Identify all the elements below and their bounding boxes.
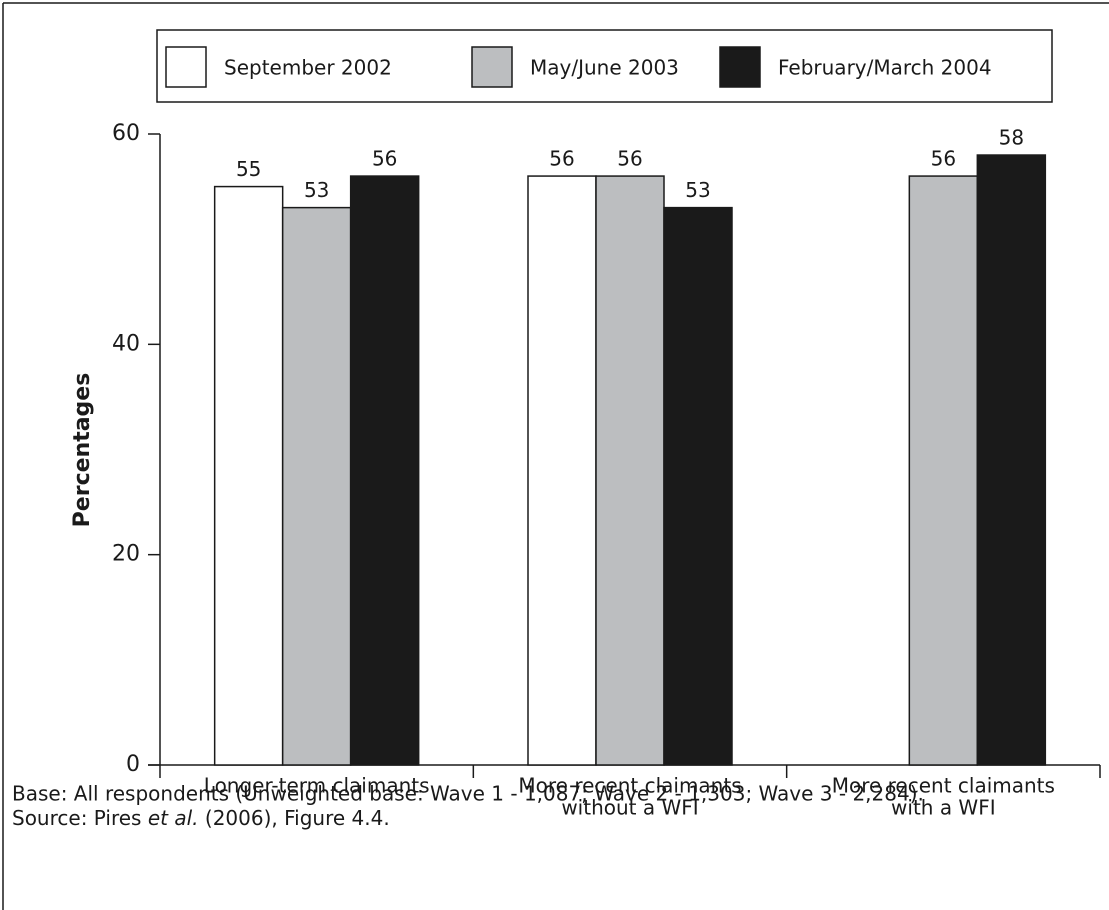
data-label: 53 (304, 178, 329, 202)
data-label: 58 (999, 126, 1024, 150)
data-label: 55 (236, 157, 261, 181)
bar (663, 206, 733, 766)
legend-swatch (719, 46, 761, 88)
data-label: 56 (617, 147, 642, 171)
footnote-part: et al. (148, 806, 199, 830)
y-tick-label: 40 (112, 331, 140, 356)
legend-box (156, 29, 1053, 103)
y-tick-label: 0 (126, 752, 140, 777)
legend-label: September 2002 (224, 56, 392, 80)
footnote-part: Source: Pires (12, 806, 148, 830)
data-label: 53 (685, 178, 710, 202)
legend-swatch (471, 46, 513, 88)
legend-label: May/June 2003 (530, 56, 679, 80)
bar (349, 175, 420, 766)
footnote: Source: Pires et al. (2006), Figure 4.4. (12, 806, 390, 830)
bar (976, 154, 1047, 766)
data-label: 56 (549, 147, 574, 171)
legend-label: February/March 2004 (778, 56, 992, 80)
footnote-part: (2006), Figure 4.4. (199, 806, 390, 830)
bar (281, 206, 352, 766)
bar (908, 175, 979, 766)
data-label: 56 (372, 147, 397, 171)
y-tick-label: 60 (112, 121, 140, 146)
bar (595, 175, 665, 766)
y-tick-label: 20 (112, 542, 140, 567)
x-tick-label: without a WFI (561, 796, 698, 820)
bar (213, 185, 284, 766)
x-tick-label: More recent claimants (832, 774, 1055, 798)
data-label: 56 (931, 147, 956, 171)
y-axis-title: Percentages (70, 373, 95, 528)
footnote: Base: All respondents (Unweighted base: … (12, 782, 924, 806)
x-tick-label: Longer-term claimants (204, 774, 430, 798)
x-tick-label: with a WFI (891, 796, 996, 820)
x-tick-label: More recent claimants (518, 774, 741, 798)
bar (527, 175, 597, 766)
legend-swatch (165, 46, 207, 88)
